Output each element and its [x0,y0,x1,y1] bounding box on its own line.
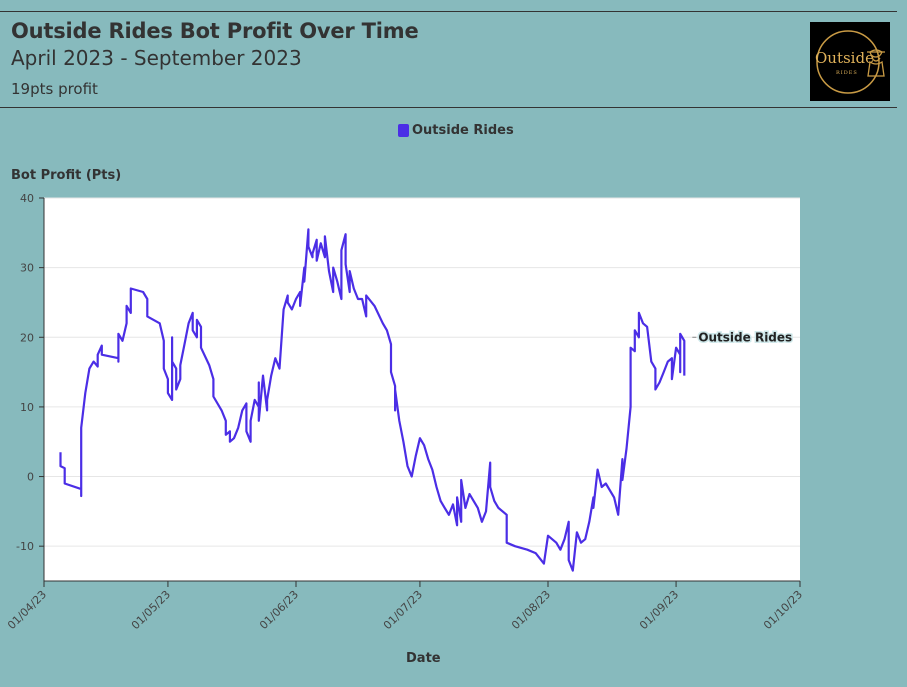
x-axis: 01/04/23 01/05/23 01/06/23 01/07/23 01/08/23… [5,580,805,632]
header-top-rule [0,11,897,12]
gridlines [44,197,800,547]
x-tick-label: 01/09/23 [637,588,681,632]
profit-note: 19pts profit [11,80,98,98]
end-label-group: Outside Rides [692,329,794,346]
y-axis-label: Bot Profit (Pts) [11,168,122,183]
x-tick-label: 01/04/23 [5,588,49,632]
header-bottom-rule [0,107,897,108]
rider-icon [867,49,885,77]
x-tick-label: 01/05/23 [129,588,173,632]
legend-label: Outside Rides [412,123,514,138]
y-tick-label: 10 [20,401,34,414]
chart-title: Outside Rides Bot Profit Over Time [11,19,419,43]
logo-text: Outside [815,49,874,67]
legend[interactable]: Outside Rides [398,123,514,138]
y-tick-label: 20 [20,331,34,344]
chart-subtitle: April 2023 - September 2023 [11,46,302,70]
logo-subtext: RIDES [836,70,858,76]
y-tick-label: 40 [20,192,34,205]
plot-area [44,198,800,581]
y-tick-label: -10 [16,540,34,553]
end-label-text: Outside Rides [698,330,792,344]
x-tick-label: 01/10/23 [761,588,805,632]
legend-swatch [398,124,409,137]
outside-rides-logo: Outside RIDES [810,22,890,101]
y-tick-label: 0 [27,471,34,484]
x-axis-label: Date [406,651,441,666]
series-line-outside-rides [59,228,686,572]
y-axis: -10 0 10 20 30 40 [16,192,45,581]
x-tick-label: 01/07/23 [381,588,425,632]
x-tick-label: 01/08/23 [509,588,553,632]
x-tick-label: 01/06/23 [257,588,301,632]
y-tick-label: 30 [20,262,34,275]
